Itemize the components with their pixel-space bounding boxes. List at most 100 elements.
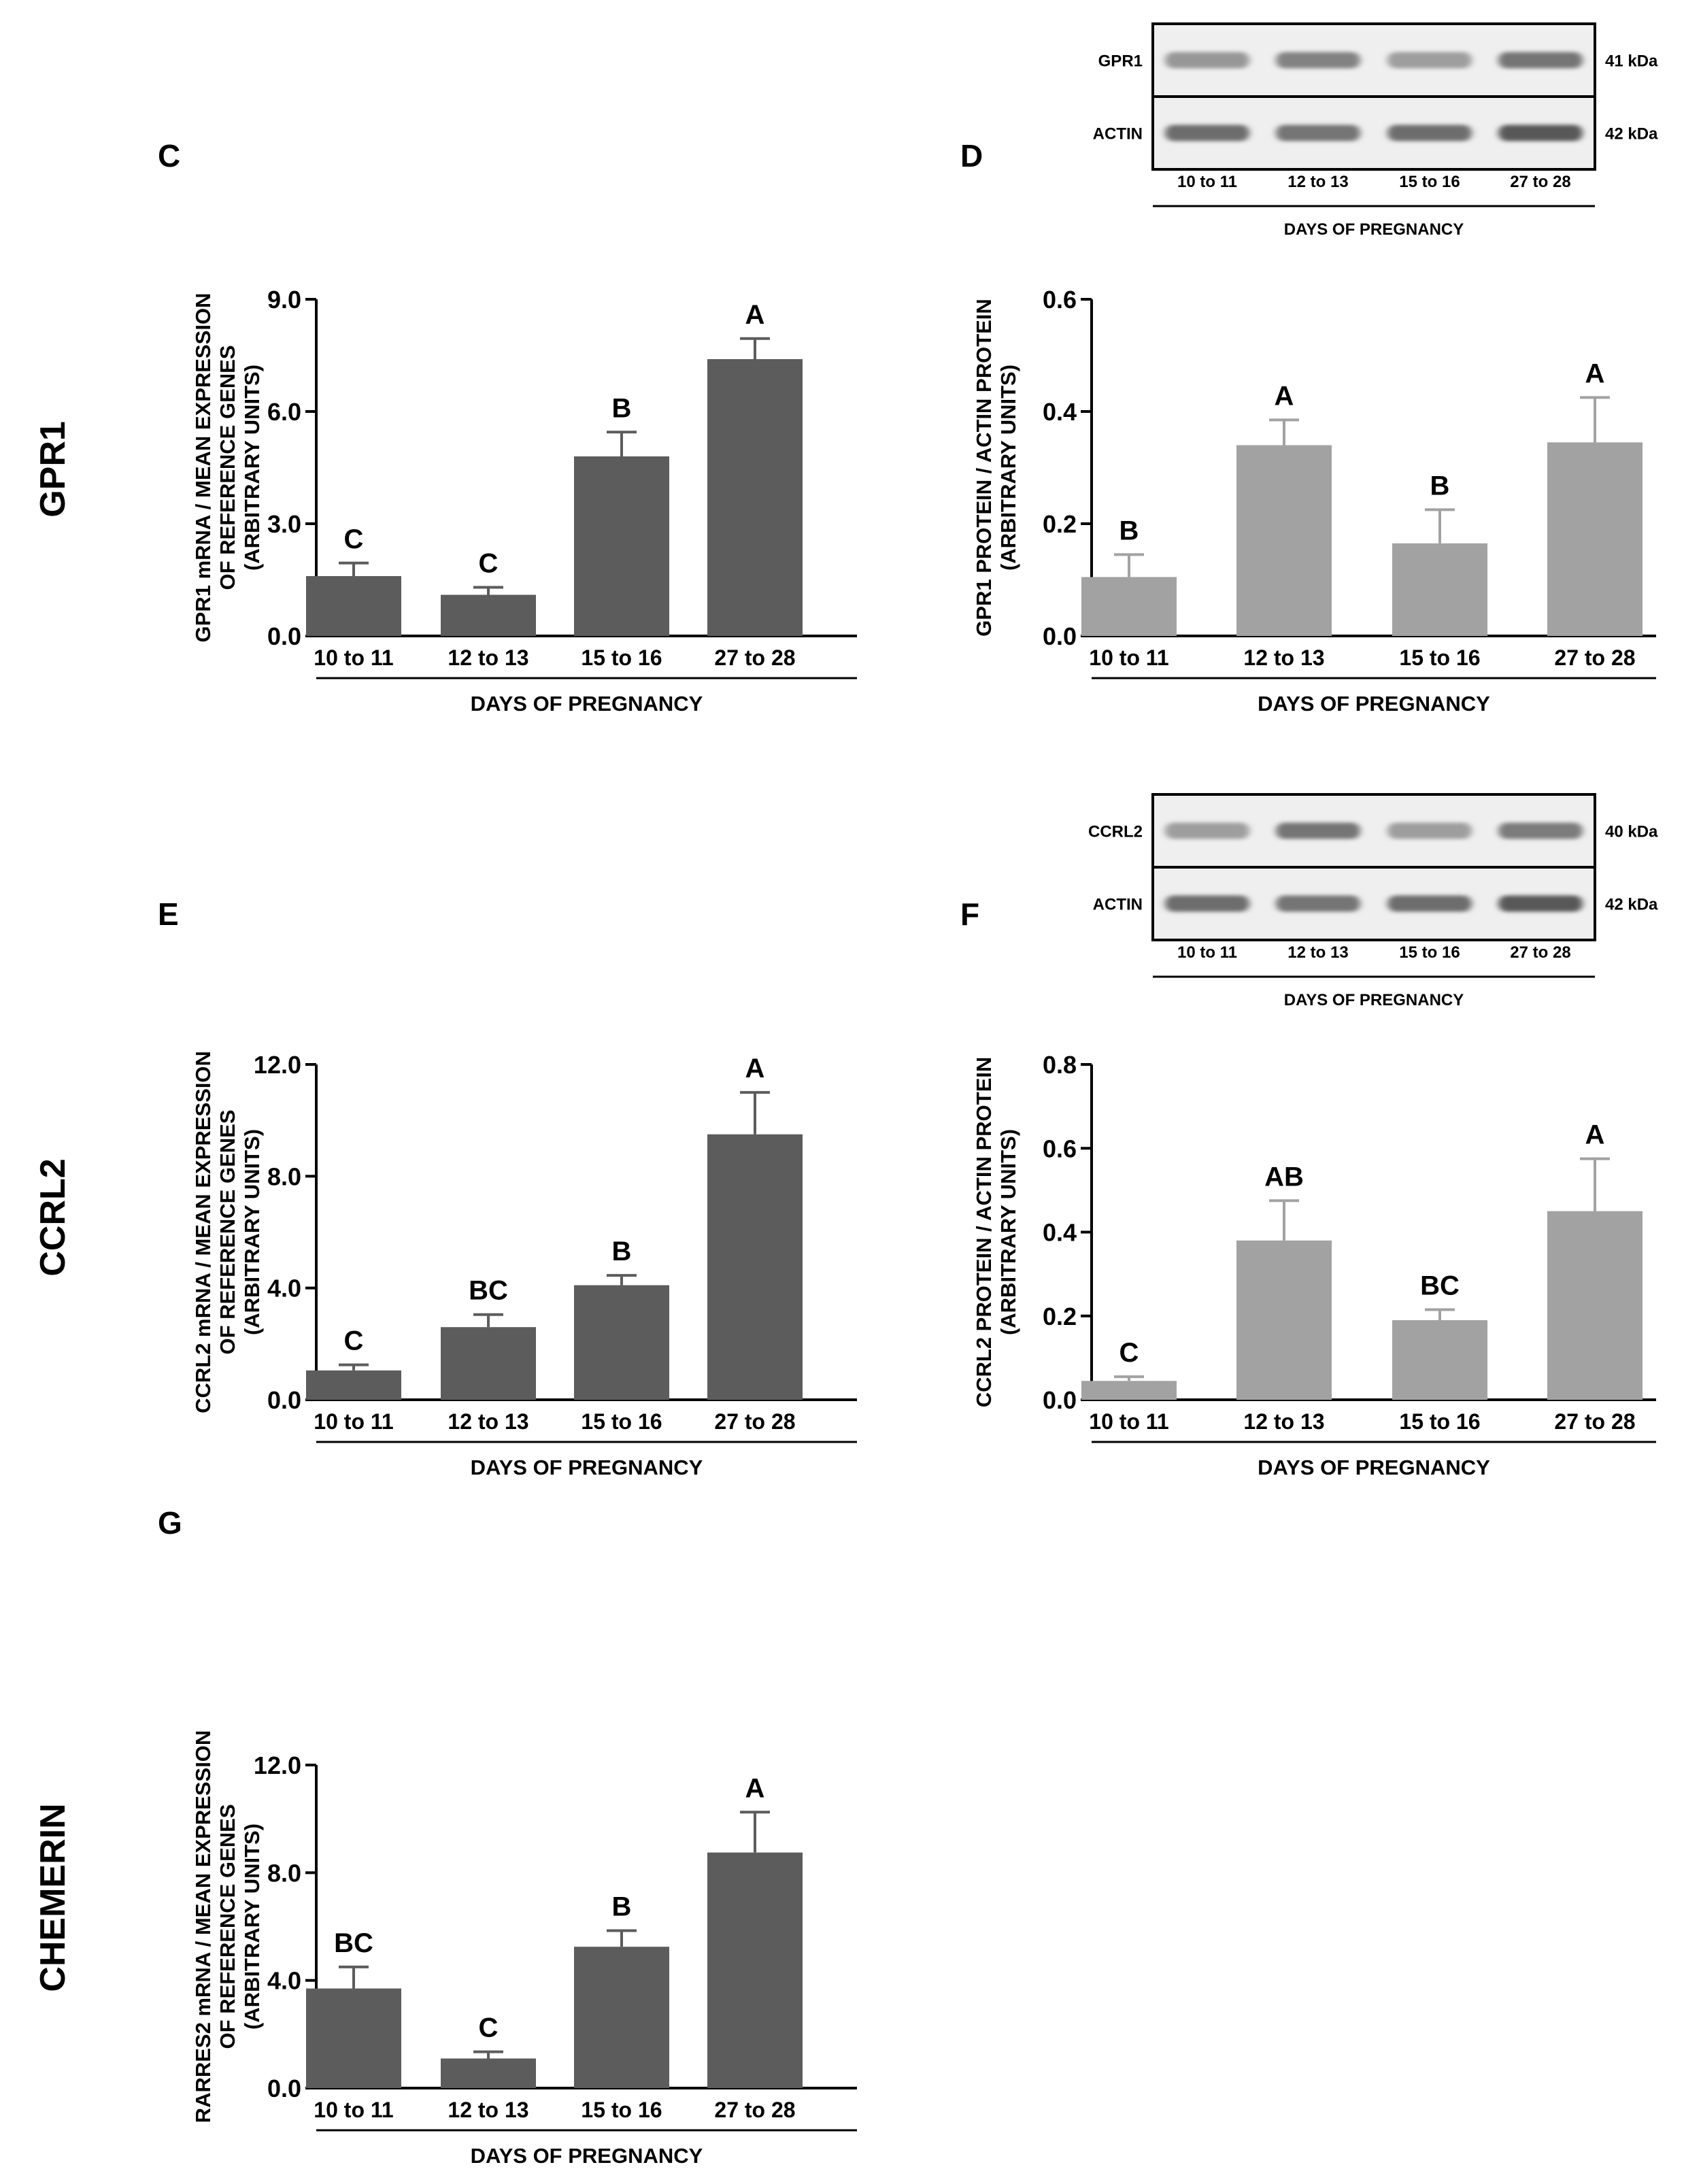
blot-lane-label: 12 to 13 bbox=[1287, 173, 1348, 191]
row-label-ccrl2: CCRL2 bbox=[33, 1158, 73, 1276]
protein-band bbox=[1276, 895, 1360, 912]
bar bbox=[1392, 1320, 1487, 1400]
x-tick-label: 10 to 11 bbox=[1089, 645, 1168, 670]
significance-letter: BC bbox=[334, 1928, 373, 1958]
significance-letter: B bbox=[612, 393, 632, 423]
x-tick-label: 12 to 13 bbox=[448, 645, 528, 670]
chart-ccrl2-mrna: 0.0 4.0 8.0 12.0 C 10 to 11 BC 12 to 13 B 15 to 1… bbox=[191, 1051, 857, 1479]
y-tick-label: 0.0 bbox=[267, 2074, 301, 2102]
x-tick-label: 27 to 28 bbox=[714, 2098, 795, 2122]
y-tick-label: 0.4 bbox=[1043, 398, 1077, 426]
y-tick-label: 12.0 bbox=[254, 1051, 301, 1079]
x-axis-title: DAYS OF PREGNANCY bbox=[471, 2144, 703, 2168]
blot-kda-label: 40 kDa bbox=[1605, 823, 1658, 841]
x-tick-label: 27 to 28 bbox=[714, 1409, 795, 1434]
significance-letter: A bbox=[1275, 381, 1294, 411]
protein-band bbox=[1387, 822, 1472, 839]
significance-letter: C bbox=[479, 2013, 499, 2043]
bar bbox=[441, 1327, 536, 1400]
y-tick-label: 8.0 bbox=[267, 1162, 301, 1190]
blot-lane-label: 15 to 16 bbox=[1399, 173, 1460, 191]
protein-band bbox=[1498, 822, 1583, 839]
panel-letter-d: D bbox=[960, 138, 983, 173]
y-tick-label: 0.0 bbox=[1043, 622, 1077, 650]
x-axis-title: DAYS OF PREGNANCY bbox=[471, 692, 703, 716]
y-axis-title-line: (ARBITRARY UNITS) bbox=[240, 1129, 264, 1335]
significance-letter: B bbox=[1119, 516, 1139, 545]
bar bbox=[441, 2058, 536, 2088]
bar bbox=[574, 1947, 669, 2088]
bar bbox=[1081, 577, 1177, 636]
panel-letter-c: C bbox=[158, 138, 180, 173]
significance-letter: A bbox=[745, 1054, 765, 1083]
x-tick-label: 12 to 13 bbox=[1243, 1409, 1324, 1434]
blot-row-label: GPR1 bbox=[1098, 52, 1143, 71]
x-tick-label: 27 to 28 bbox=[1554, 1409, 1635, 1434]
y-axis-title-line: (ARBITRARY UNITS) bbox=[996, 365, 1020, 571]
bar bbox=[441, 594, 536, 636]
blot-kda-label: 42 kDa bbox=[1605, 896, 1658, 914]
y-tick-label: 0.0 bbox=[267, 622, 301, 650]
row-label-chemerin: CHEMERIN bbox=[33, 1803, 73, 1992]
panel-letter-e: E bbox=[158, 896, 179, 932]
protein-band bbox=[1387, 895, 1472, 912]
bar bbox=[306, 576, 401, 636]
bar bbox=[707, 1852, 803, 2088]
y-axis-title-line: OF REFERENCE GENES bbox=[216, 1804, 239, 2049]
protein-band bbox=[1165, 822, 1249, 839]
bar bbox=[306, 1988, 401, 2088]
y-tick-label: 0.2 bbox=[1043, 510, 1077, 538]
y-tick-label: 0.0 bbox=[267, 1386, 301, 1414]
x-tick-label: 12 to 13 bbox=[1243, 645, 1324, 670]
y-tick-label: 0.2 bbox=[1043, 1303, 1077, 1330]
significance-letter: B bbox=[612, 1892, 632, 1921]
significance-letter: AB bbox=[1264, 1162, 1304, 1192]
protein-band bbox=[1498, 895, 1583, 912]
x-tick-label: 15 to 16 bbox=[1399, 1409, 1480, 1434]
protein-band bbox=[1498, 124, 1583, 141]
x-axis-title: DAYS OF PREGNANCY bbox=[1258, 692, 1490, 716]
y-axis-title-line: (ARBITRARY UNITS) bbox=[996, 1129, 1020, 1335]
bar bbox=[1392, 543, 1487, 636]
blot-lane-label: 12 to 13 bbox=[1287, 943, 1348, 962]
significance-letter: C bbox=[344, 1326, 364, 1356]
x-tick-label: 10 to 11 bbox=[314, 645, 393, 670]
panel-letter-g: G bbox=[158, 1505, 182, 1541]
bar bbox=[1547, 1211, 1643, 1400]
bar bbox=[707, 359, 803, 636]
y-tick-label: 0.6 bbox=[1043, 1135, 1077, 1162]
blot-x-title: DAYS OF PREGNANCY bbox=[1284, 220, 1464, 239]
chart-ccrl2-protein: 0.0 0.2 0.4 0.6 0.8 C 10 to 11 AB 12 to 13 BC 15 t… bbox=[972, 1051, 1656, 1479]
x-tick-label: 10 to 11 bbox=[314, 1409, 393, 1434]
chart-gpr1-mrna: 0.0 3.0 6.0 9.0 C 10 to 11 C 12 to 13 B 15 to 16 A… bbox=[191, 286, 857, 716]
blot-lane-label: 15 to 16 bbox=[1399, 943, 1460, 962]
protein-band bbox=[1165, 52, 1249, 69]
blot-kda-label: 42 kDa bbox=[1605, 125, 1658, 144]
x-tick-label: 12 to 13 bbox=[448, 2098, 528, 2122]
x-tick-label: 12 to 13 bbox=[448, 1409, 528, 1434]
blot-lane-label: 10 to 11 bbox=[1177, 173, 1237, 191]
bar bbox=[707, 1134, 803, 1400]
y-tick-label: 4.0 bbox=[267, 1967, 301, 1995]
significance-letter: C bbox=[1119, 1338, 1139, 1368]
y-tick-label: 12.0 bbox=[254, 1751, 301, 1779]
significance-letter: BC bbox=[469, 1276, 508, 1306]
y-tick-label: 6.0 bbox=[267, 398, 301, 426]
y-axis-title-line: (ARBITRARY UNITS) bbox=[240, 365, 264, 571]
significance-letter: A bbox=[745, 1773, 765, 1803]
x-tick-label: 27 to 28 bbox=[714, 645, 795, 670]
western-blot-ccrl2: CCRL2 40 kDa ACTIN 42 kDa 10 to 11 12 to 13 15… bbox=[1088, 793, 1658, 1009]
blot-lane-label: 27 to 28 bbox=[1510, 943, 1570, 962]
protein-band bbox=[1276, 124, 1360, 141]
x-tick-label: 27 to 28 bbox=[1554, 645, 1635, 670]
x-axis-title: DAYS OF PREGNANCY bbox=[471, 1456, 703, 1479]
protein-band bbox=[1498, 52, 1583, 69]
row-label-gpr1: GPR1 bbox=[33, 421, 73, 518]
y-tick-label: 0.8 bbox=[1043, 1051, 1077, 1079]
y-axis-title-line: (ARBITRARY UNITS) bbox=[240, 1824, 264, 2030]
y-tick-label: 0.0 bbox=[1043, 1386, 1077, 1414]
significance-letter: B bbox=[1430, 471, 1450, 501]
bar bbox=[574, 1285, 669, 1400]
x-tick-label: 10 to 11 bbox=[1089, 1409, 1168, 1434]
